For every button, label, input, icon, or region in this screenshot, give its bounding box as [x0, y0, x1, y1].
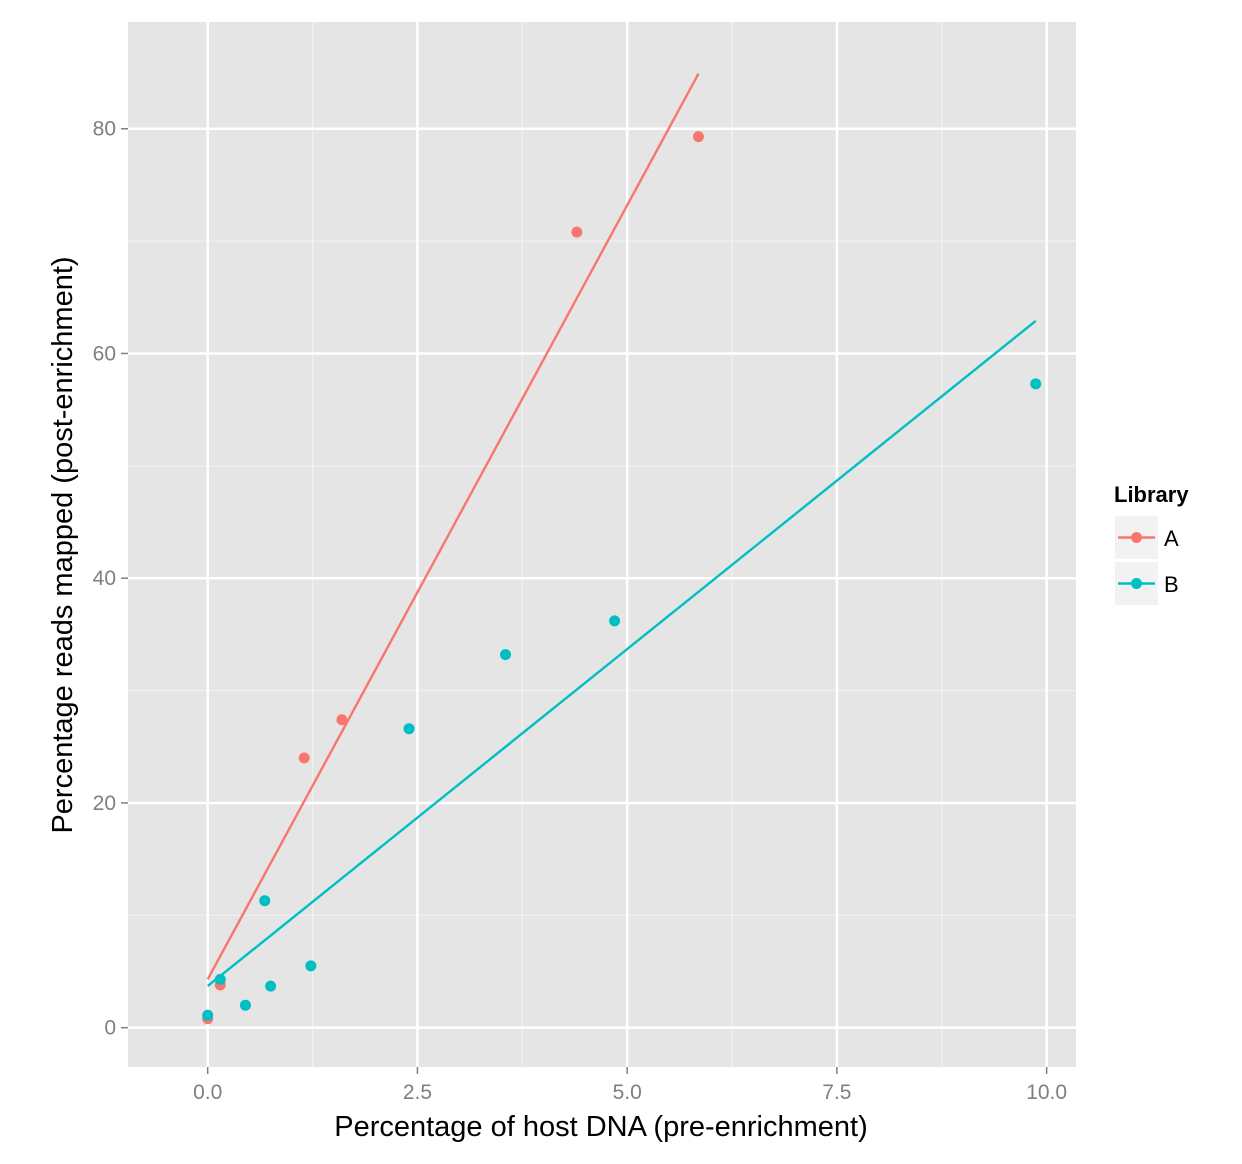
data-point-A — [336, 714, 348, 726]
data-point-B — [259, 895, 271, 907]
y-axis: 0 20 40 60 80 — [93, 118, 128, 1040]
y-tick-label: 80 — [93, 118, 116, 141]
legend-key-point-B — [1131, 578, 1142, 589]
data-point-B — [1030, 378, 1042, 390]
data-point-B — [202, 1009, 214, 1021]
x-tick-label: 10.0 — [1026, 1081, 1067, 1104]
legend-label-A: A — [1164, 526, 1179, 551]
legend-title: Library — [1114, 482, 1189, 507]
y-axis-title: Percentage reads mapped (post-enrichment… — [47, 256, 79, 833]
fit-line-A — [206, 73, 700, 980]
x-axis-title: Percentage of host DNA (pre-enrichment) — [334, 1111, 868, 1143]
data-point-A — [571, 226, 583, 238]
y-tick-label: 40 — [93, 567, 116, 590]
data-point-B — [239, 999, 251, 1011]
x-tick-label: 7.5 — [822, 1081, 851, 1104]
x-axis: 0.0 2.5 5.0 7.5 10.0 — [193, 1067, 1067, 1104]
x-tick-label: 2.5 — [403, 1081, 432, 1104]
legend-label-B: B — [1164, 572, 1179, 597]
x-tick-label: 0.0 — [193, 1081, 222, 1104]
data-point-B — [609, 615, 621, 627]
data-point-A — [298, 752, 310, 764]
legend-key-point-A — [1131, 532, 1142, 543]
data-point-B — [500, 649, 512, 661]
plot-panel — [128, 22, 1076, 1067]
data-point-B — [305, 960, 317, 972]
x-tick-label: 5.0 — [613, 1081, 642, 1104]
data-point-B — [265, 980, 277, 992]
legend: Library AB — [1114, 482, 1189, 605]
data-points — [202, 131, 1042, 1025]
fit-line-B — [206, 319, 1037, 988]
y-tick-label: 0 — [104, 1017, 116, 1040]
y-tick-label: 20 — [93, 792, 116, 815]
y-tick-label: 60 — [93, 342, 116, 365]
data-point-A — [692, 131, 704, 143]
data-point-B — [403, 723, 415, 735]
data-point-B — [214, 973, 226, 985]
minor-gridlines — [128, 22, 1076, 1067]
fit-lines — [206, 73, 1037, 988]
major-gridlines — [128, 22, 1076, 1067]
